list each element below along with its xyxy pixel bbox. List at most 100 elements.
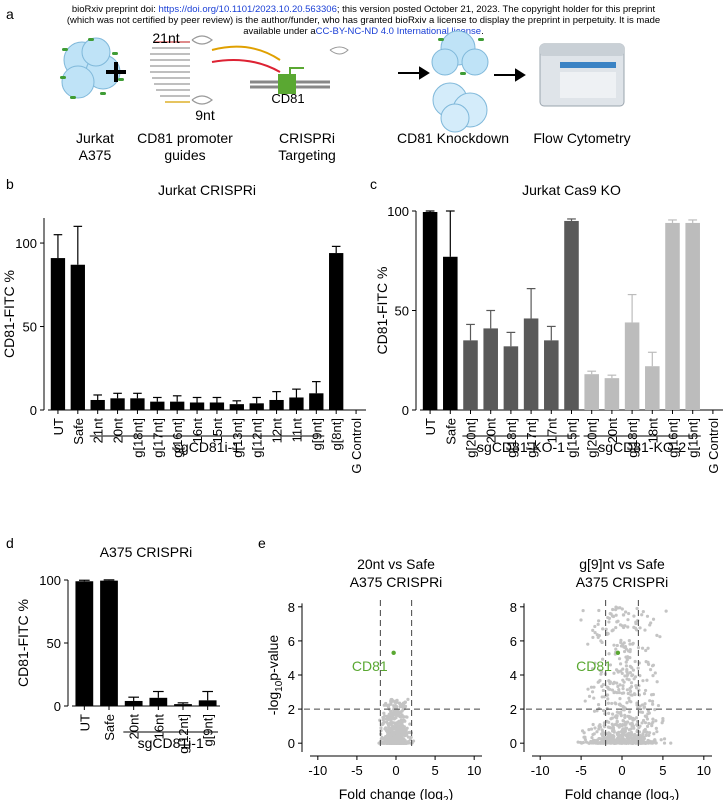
bar xyxy=(198,700,217,706)
x-tick-label: g[16nt] xyxy=(170,418,185,458)
x-tick-label: 20nt xyxy=(605,418,620,444)
chart-title: A375 CRISPRi xyxy=(100,544,193,560)
x-tick-label: g[13nt] xyxy=(230,418,245,458)
x-tick-label: 20nt xyxy=(127,714,142,740)
group-label: sgCD81i-1 xyxy=(138,735,204,751)
preprint-header: bioRxiv preprint doi: https://doi.org/10… xyxy=(66,4,661,37)
x-tick-label: -10 xyxy=(308,763,327,778)
x-tick-label: 12nt xyxy=(270,418,285,444)
guide-stack-icon xyxy=(150,35,213,105)
x-tick-label: g[15nt] xyxy=(565,418,580,458)
x-tick-label: 17nt xyxy=(544,418,559,444)
bar xyxy=(150,401,165,410)
x-tick-label: 16nt xyxy=(151,714,166,740)
chart-subtitle: A375 CRISPRi xyxy=(576,574,669,590)
knockdown-cells-icon xyxy=(431,30,489,133)
highlight-label: CD81 xyxy=(576,658,612,674)
crispri-targeting-icon xyxy=(211,45,349,94)
x-tick-label: g[8nt] xyxy=(329,418,344,451)
x-tick-label: Safe xyxy=(71,418,86,445)
panel-label-c: c xyxy=(370,176,377,192)
chart-title: 20nt vs Safe xyxy=(357,556,435,572)
y-tick-label: 0 xyxy=(510,736,517,751)
arrow-icon xyxy=(398,66,526,82)
x-tick-label: 18nt xyxy=(645,418,660,444)
panel-label-a: a xyxy=(6,6,14,22)
x-tick-label: 5 xyxy=(659,763,666,778)
bar xyxy=(665,222,680,410)
bar xyxy=(329,253,344,410)
x-tick-label: 15nt xyxy=(210,418,225,444)
y-tick-label: 100 xyxy=(387,204,409,219)
x-tick-label: g[12nt] xyxy=(176,714,191,754)
x-tick-label: 20nt xyxy=(111,418,126,444)
bar xyxy=(209,402,225,410)
group-label: sgCD81-KO-2 xyxy=(598,439,686,455)
bar xyxy=(100,580,118,706)
x-tick-label: 11nt xyxy=(289,418,304,443)
background-points xyxy=(377,697,416,745)
cell-cluster-icon xyxy=(60,37,124,99)
bar xyxy=(229,404,244,410)
license-link[interactable]: CC-BY-NC-ND 4.0 International license xyxy=(315,26,482,37)
panel-label-d: d xyxy=(6,535,14,551)
x-tick-label: UT xyxy=(77,714,92,731)
x-tick-label: Safe xyxy=(443,418,458,445)
bar xyxy=(130,398,145,410)
x-tick-label: g[17nt] xyxy=(524,418,539,458)
y-tick-label: 50 xyxy=(47,636,61,651)
y-tick-label: 50 xyxy=(23,320,37,335)
chart-subtitle: A375 CRISPRi xyxy=(350,574,443,590)
y-axis-label: CD81-FITC % xyxy=(1,270,17,358)
highlight-point xyxy=(615,650,621,656)
x-tick-label: -5 xyxy=(351,763,363,778)
x-tick-label: -5 xyxy=(575,763,587,778)
y-tick-label: 4 xyxy=(510,668,517,683)
y-tick-label: 6 xyxy=(510,634,517,649)
y-tick-label: 100 xyxy=(15,236,37,251)
x-tick-label: 16nt xyxy=(190,418,205,444)
bar xyxy=(604,378,620,410)
x-tick-label: 0 xyxy=(392,763,399,778)
x-tick-label: 10 xyxy=(697,763,711,778)
y-tick-label: 50 xyxy=(395,304,409,319)
x-tick-label: UT xyxy=(423,418,438,435)
x-axis-label: Fold change (log2) xyxy=(339,786,454,800)
x-tick-label: g[12nt] xyxy=(250,418,265,458)
x-tick-label: g[20nt] xyxy=(464,418,479,458)
group-label: sgCD81i-1 xyxy=(174,439,240,455)
x-tick-label: g[20nt] xyxy=(585,418,600,458)
bar xyxy=(289,397,304,410)
bar xyxy=(174,704,192,706)
y-tick-label: 0 xyxy=(402,403,409,418)
x-tick-label: g[16nt] xyxy=(666,418,681,458)
chart-title: Jurkat CRISPRi xyxy=(158,182,256,198)
y-tick-label: 8 xyxy=(288,600,295,615)
background-points xyxy=(576,605,673,745)
x-tick-label: g[17nt] xyxy=(150,418,165,458)
highlight-point xyxy=(391,650,396,656)
x-tick-label: UT xyxy=(51,418,66,435)
panel-label-e: e xyxy=(258,535,266,551)
bar xyxy=(90,399,105,410)
x-tick-label: 10 xyxy=(467,763,481,778)
bar xyxy=(170,401,185,410)
nt21-label: 21nt xyxy=(152,30,180,46)
chart-jurkat-cas9-ko: Jurkat Cas9 KO 0 50 100 CD81-FITC % UT Safe g[2… xyxy=(374,182,723,473)
chart-title: g[9]nt vs Safe xyxy=(579,556,665,572)
panel-label-b: b xyxy=(6,176,14,192)
y-axis-label: -log10p-value xyxy=(265,635,285,716)
highlight-label: CD81 xyxy=(352,658,388,674)
doi-link[interactable]: https://doi.org/10.1101/2023.10.20.56330… xyxy=(158,4,337,15)
x-tick-label: 21nt xyxy=(91,418,106,444)
cells-label: Jurkat A375 xyxy=(75,130,115,163)
y-axis-label: CD81-FITC % xyxy=(374,267,390,355)
bar xyxy=(523,318,539,410)
volcano-20nt: 20nt vs Safe A375 CRISPRi 0 2 4 6 8 -10 -5 0 5 10 Fo… xyxy=(265,556,482,800)
bar xyxy=(564,220,579,410)
y-tick-label: 0 xyxy=(54,699,61,714)
flow-cytometer-icon xyxy=(539,43,625,107)
bar xyxy=(463,340,478,410)
chart-a375-crispri: A375 CRISPRi 0 50 100 CD81-FITC % UT Safe 20nt 1… xyxy=(15,544,220,754)
y-axis-label: CD81-FITC % xyxy=(15,599,31,687)
